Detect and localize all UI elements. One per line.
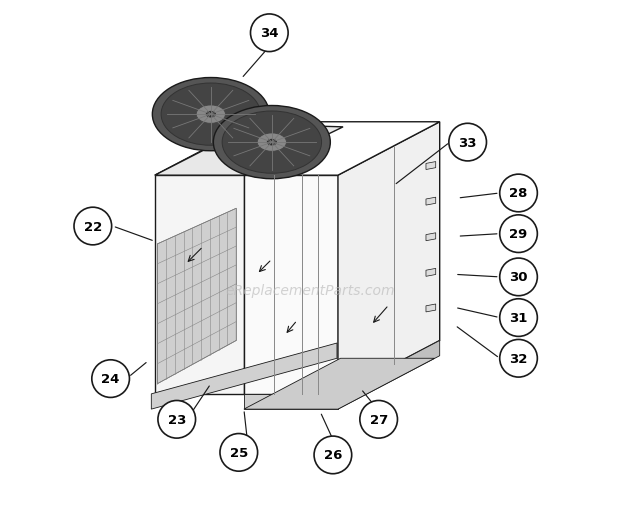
Text: 26: 26 — [324, 448, 342, 462]
Circle shape — [500, 340, 538, 377]
Polygon shape — [244, 176, 338, 394]
Polygon shape — [155, 123, 440, 176]
Text: 30: 30 — [509, 271, 528, 284]
Text: 22: 22 — [84, 220, 102, 233]
Circle shape — [500, 175, 538, 212]
Text: 33: 33 — [458, 136, 477, 149]
Polygon shape — [338, 123, 440, 394]
Text: 34: 34 — [260, 27, 278, 40]
Ellipse shape — [161, 84, 260, 146]
Circle shape — [92, 360, 130, 398]
Polygon shape — [157, 209, 236, 384]
Text: 28: 28 — [510, 187, 528, 200]
Polygon shape — [426, 269, 436, 277]
Circle shape — [220, 434, 258, 471]
Text: 29: 29 — [510, 228, 528, 241]
Circle shape — [449, 124, 487, 161]
Polygon shape — [426, 198, 436, 206]
Ellipse shape — [257, 134, 286, 152]
Text: eReplacementParts.com: eReplacementParts.com — [225, 283, 395, 297]
Text: 23: 23 — [167, 413, 186, 426]
Ellipse shape — [153, 78, 269, 152]
Polygon shape — [155, 176, 244, 394]
Ellipse shape — [222, 112, 322, 174]
Polygon shape — [426, 162, 436, 170]
Text: 31: 31 — [510, 312, 528, 324]
Polygon shape — [244, 394, 338, 409]
Circle shape — [250, 15, 288, 52]
Polygon shape — [151, 344, 337, 409]
Polygon shape — [426, 304, 436, 313]
Text: 27: 27 — [370, 413, 388, 426]
Circle shape — [500, 259, 538, 296]
Polygon shape — [155, 125, 343, 176]
Ellipse shape — [206, 112, 216, 118]
Circle shape — [74, 208, 112, 245]
Polygon shape — [244, 358, 435, 409]
Circle shape — [360, 401, 397, 438]
Text: 32: 32 — [510, 352, 528, 365]
Polygon shape — [338, 341, 440, 409]
Text: 25: 25 — [229, 446, 248, 459]
Circle shape — [500, 299, 538, 337]
Ellipse shape — [196, 106, 226, 124]
Polygon shape — [426, 233, 436, 241]
Ellipse shape — [267, 140, 277, 146]
Circle shape — [314, 436, 352, 474]
Circle shape — [500, 215, 538, 253]
Text: 24: 24 — [102, 373, 120, 385]
Circle shape — [158, 401, 195, 438]
Ellipse shape — [213, 106, 330, 179]
